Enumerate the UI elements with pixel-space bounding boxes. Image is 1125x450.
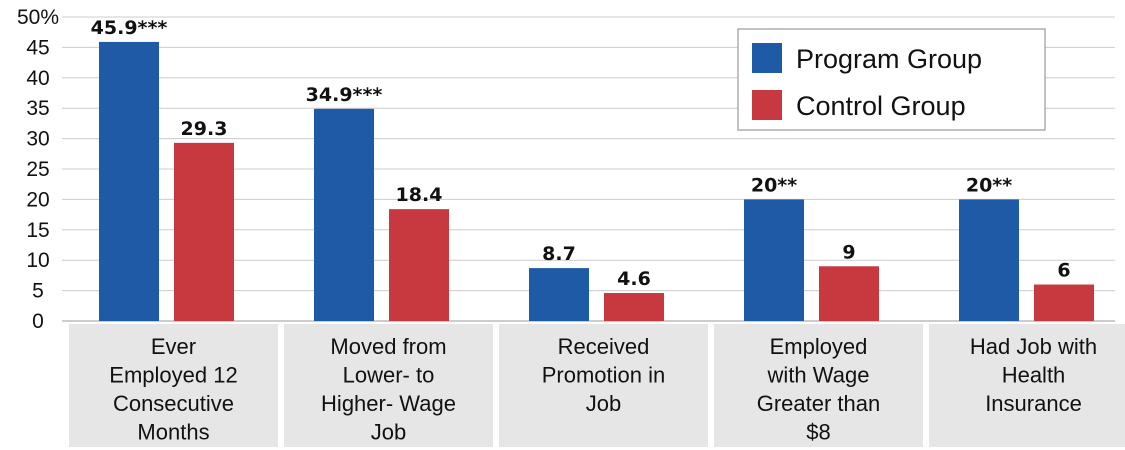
legend: Program Group Control Group [737,28,1046,131]
y-tick-label: 20 [26,188,49,211]
legend-swatch [752,90,782,120]
x-tick-label: Insurance [985,391,1082,416]
bar-control-group [604,293,664,321]
data-label: 9 [842,241,855,263]
y-tick-label: 50% [17,6,59,29]
y-tick-label: 15 [26,219,49,242]
data-label: 18.4 [396,184,443,206]
x-tick-label: Job [586,391,621,416]
x-tick-label: Ever [151,334,196,359]
category-labels: Ever Employed 12 Consecutive Months Moved fr… [69,324,1125,447]
bar-control-group [389,209,449,321]
data-label: 34.9*** [306,84,383,106]
y-tick-label: 5 [32,280,44,303]
category-label-box [714,324,923,447]
category-label-box [499,324,708,447]
data-label: 4.6 [617,268,651,290]
y-tick-label: 35 [26,97,49,120]
x-tick-label: Greater than [757,391,881,416]
bar-program-group [744,199,804,321]
x-tick-label: Health [1002,363,1066,388]
bar-program-group [959,199,1019,321]
bar-control-group [819,266,879,321]
y-tick-label: 45 [26,36,49,59]
x-tick-label: Employed 12 [109,363,237,388]
y-tick-label: 0 [32,310,44,333]
x-tick-label: Moved from [330,334,446,359]
x-tick-label: with Wage [767,363,870,388]
y-tick-label: 10 [26,249,49,272]
y-tick-label: 25 [26,158,49,181]
data-label: 29.3 [181,118,228,140]
bar-control-group [1034,284,1094,321]
legend-label: Control Group [796,91,966,121]
category-label-box [284,324,493,447]
data-label: 20** [966,174,1012,196]
bar-control-group [174,142,234,321]
data-label: 6 [1057,260,1070,282]
x-tick-label: Consecutive [113,391,234,416]
bar-program-group [529,268,589,321]
x-tick-label: Higher- Wage [321,391,456,416]
y-axis-ticks: 0 5 10 15 20 25 30 35 40 45 50% [17,6,59,333]
x-tick-label: Job [371,420,406,445]
x-tick-label: Promotion in [542,363,666,388]
y-tick-label: 40 [26,67,49,90]
bars [99,41,1094,321]
bar-program-group [99,41,159,321]
bar-program-group [314,108,374,321]
data-label: 8.7 [542,243,576,265]
value-labels: 45.9*** 29.3 34.9*** 18.4 8.7 4.6 20** 9 20** 6 [91,17,1071,290]
data-label: 20** [751,174,797,196]
legend-label: Program Group [796,44,982,74]
x-tick-label: Months [137,420,209,445]
legend-swatch [752,43,782,73]
x-tick-label: Lower- to [343,363,435,388]
category-label-box [69,324,278,447]
legend-box [737,28,1046,131]
category-label-box [929,324,1125,447]
x-tick-label: Had Job with [970,334,1097,359]
x-tick-label: $8 [806,420,830,445]
data-label: 45.9*** [91,17,168,39]
x-tick-label: Received [558,334,650,359]
x-tick-label: Employed [770,334,868,359]
y-tick-label: 30 [26,128,49,151]
